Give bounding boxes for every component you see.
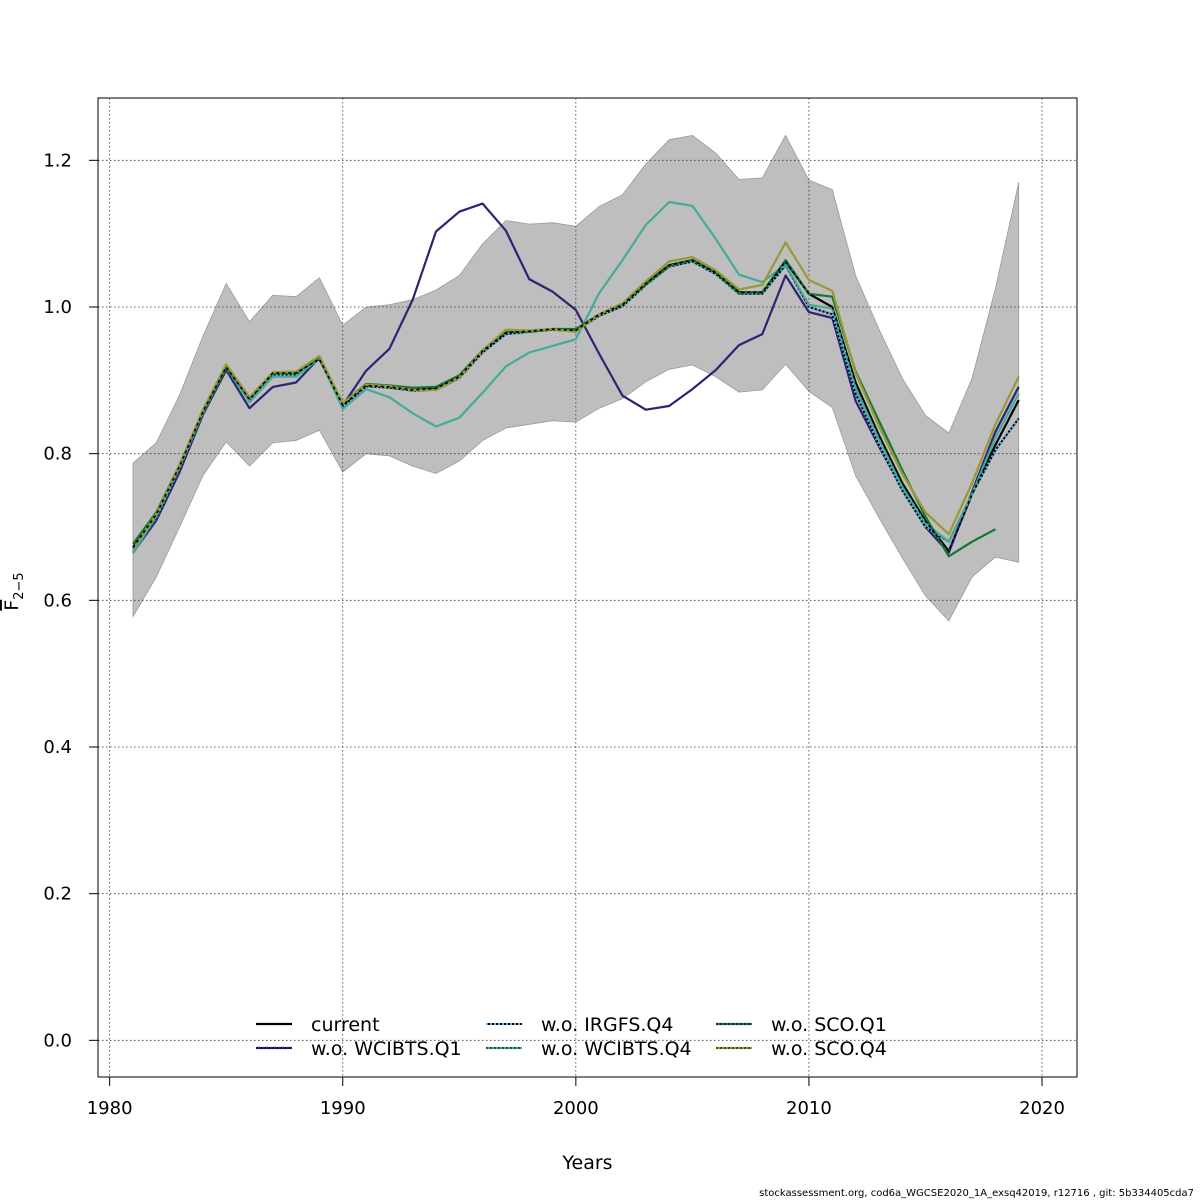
x-tick-label: 2000 [553,1098,599,1119]
series-w-o-sco-q4 [132,241,1020,550]
plot-frame [97,97,1078,1078]
y-axis-title-sub: 2−5 [12,572,27,599]
legend-label: w.o. SCO.Q1 [771,1014,887,1036]
x-tick-label: 2020 [1019,1098,1065,1119]
legend-label: w.o. IRGFS.Q4 [541,1014,673,1036]
x-axis-title: Years [561,1152,612,1174]
y-axis-title-main: F [1,600,23,611]
legend-label: w.o. SCO.Q4 [771,1038,887,1060]
legend-label: w.o. WCIBTS.Q1 [311,1038,462,1060]
y-tick-label: 1.0 [43,297,72,318]
series-current-overlay [132,259,1020,553]
y-axis: 0.0 0.2 0.4 0.6 0.8 1.0 1.2 [43,150,98,1051]
y-tick-label: 0.2 [43,884,72,905]
y-tick-label: 0.8 [43,444,72,465]
legend-item-w-o-wcibts-q4: w.o. WCIBTS.Q4 [486,1038,692,1060]
legend-item-w-o-sco-q4: w.o. SCO.Q4 [716,1038,887,1060]
x-tick-label: 2010 [786,1098,832,1119]
legend-item-w-o-irgfs-q4: w.o. IRGFS.Q4 [486,1014,673,1036]
legend-item-current: current [256,1014,380,1036]
y-tick-label: 0.0 [43,1030,72,1051]
series-w-o-wcibts-q4 [132,201,1020,554]
y-tick-label: 1.2 [43,150,72,171]
y-tick-label: 0.6 [43,590,72,611]
series-w-o-wcibts-q1 [132,202,1020,554]
svg-text:F2−5: F2−5 [1,572,27,610]
footer-text: stockassessment.org, cod6a_WGCSE2020_1A_… [759,1188,1194,1199]
x-tick-label: 1980 [87,1098,133,1119]
legend-label: w.o. WCIBTS.Q4 [541,1038,692,1060]
y-tick-label: 0.4 [43,737,72,758]
legend-item-w-o-sco-q1: w.o. SCO.Q1 [716,1014,887,1036]
legend-label: current [311,1014,380,1036]
x-tick-label: 1990 [320,1098,366,1119]
series-layer [132,201,1020,558]
legend-item-w-o-wcibts-q1: w.o. WCIBTS.Q1 [256,1038,462,1060]
y-axis-title: F2−5 [1,572,27,610]
grid-layer [98,98,1077,1077]
x-axis: 1980 1990 2000 2010 2020 [87,1077,1065,1119]
